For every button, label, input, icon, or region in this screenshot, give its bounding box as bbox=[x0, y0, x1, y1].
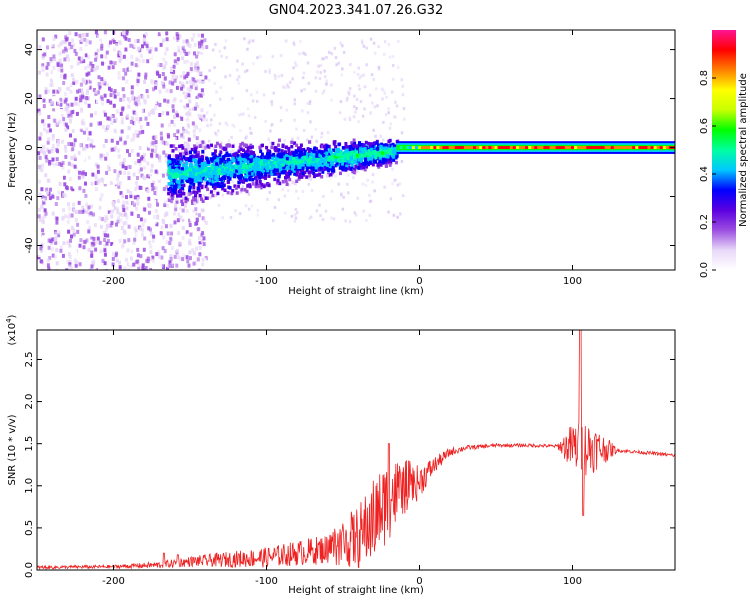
colorbar: 0.0 0.2 0.4 0.6 0.8 Normalized spectral ampl… bbox=[699, 30, 749, 278]
spectrogram-y-ticks: -40 -20 0 20 40 bbox=[24, 43, 675, 254]
figure-title: GN04.2023.341.07.26.G32 bbox=[269, 3, 444, 18]
x-tick-label: 100 bbox=[563, 276, 582, 287]
y-tick-label: 2.0 bbox=[24, 394, 35, 410]
spectrogram-x-ticks: -200 -100 0 100 bbox=[102, 30, 582, 287]
colorbar-tick-label: 0.0 bbox=[699, 262, 710, 278]
snr-y-ticks: 0.0 0.5 1.0 1.5 2.0 2.5 bbox=[24, 352, 675, 578]
snr-frame bbox=[36, 329, 676, 571]
x-tick-label: -100 bbox=[255, 276, 278, 287]
snr-series-line bbox=[37, 330, 675, 570]
y-tick-label: -40 bbox=[24, 237, 35, 253]
y-tick-label: 1.5 bbox=[24, 436, 35, 452]
spectrogram-y-axis-label: Frequency (Hz) bbox=[7, 112, 18, 188]
colorbar-ticks: 0.0 0.2 0.4 0.6 0.8 bbox=[699, 70, 716, 278]
snr-y-axis-label: SNR (10 * v/v) bbox=[7, 414, 18, 485]
x-tick-label: -200 bbox=[102, 276, 125, 287]
y-tick-label: 2.5 bbox=[24, 352, 35, 368]
colorbar-tick-label: 0.6 bbox=[699, 118, 710, 134]
snr-x-axis-label: Height of straight line (km) bbox=[288, 585, 424, 596]
y-tick-label: 40 bbox=[24, 43, 35, 56]
y-tick-label: 20 bbox=[24, 92, 35, 105]
x-tick-label: 0 bbox=[416, 576, 422, 587]
spectrogram-x-axis-label: Height of straight line (km) bbox=[288, 286, 424, 297]
snr-x-ticks: -200 -100 0 100 bbox=[102, 330, 582, 587]
colorbar-gradient bbox=[712, 30, 736, 270]
x-tick-label: -200 bbox=[102, 576, 125, 587]
snr-y-multiplier: (x104) bbox=[5, 314, 18, 345]
snr-panel: -200 -100 0 100 0.0 0.5 1.0 1.5 2.0 2.5 Height o… bbox=[5, 314, 676, 596]
colorbar-tick-label: 0.8 bbox=[699, 70, 710, 86]
colorbar-tick-label: 0.2 bbox=[699, 214, 710, 230]
colorbar-tick-label: 0.4 bbox=[699, 166, 710, 182]
y-tick-label: 0 bbox=[24, 144, 35, 150]
y-tick-label: 0.0 bbox=[24, 562, 35, 578]
x-tick-label: 100 bbox=[563, 576, 582, 587]
colorbar-label: Normalized spectral amplitude bbox=[738, 73, 749, 227]
y-tick-label: 0.5 bbox=[24, 520, 35, 536]
x-tick-label: -100 bbox=[255, 576, 278, 587]
spectrogram-frame bbox=[36, 29, 676, 271]
x-tick-label: 0 bbox=[416, 276, 422, 287]
spectrogram-heatmap bbox=[37, 30, 675, 270]
y-tick-label: -20 bbox=[24, 188, 35, 204]
y-tick-label: 1.0 bbox=[24, 478, 35, 494]
